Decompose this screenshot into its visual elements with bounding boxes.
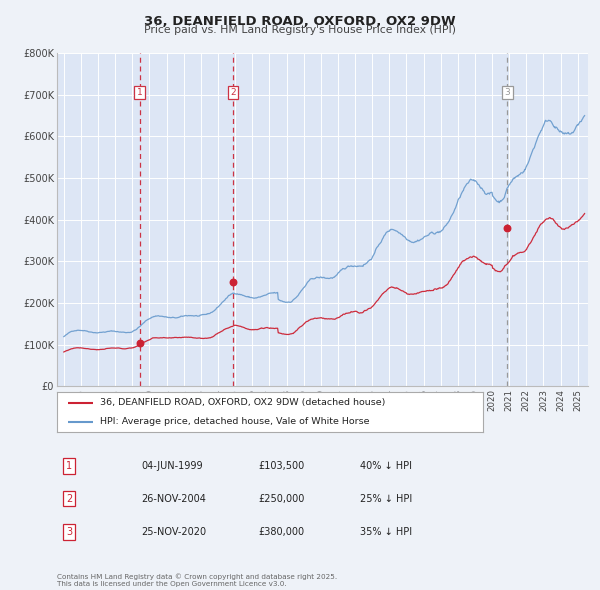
Text: HPI: Average price, detached house, Vale of White Horse: HPI: Average price, detached house, Vale… [100, 417, 369, 427]
Text: £250,000: £250,000 [258, 494, 304, 503]
Text: £380,000: £380,000 [258, 527, 304, 537]
Text: 1: 1 [137, 88, 142, 97]
Text: 36, DEANFIELD ROAD, OXFORD, OX2 9DW (detached house): 36, DEANFIELD ROAD, OXFORD, OX2 9DW (det… [100, 398, 385, 408]
Text: £103,500: £103,500 [258, 461, 304, 471]
Text: 25% ↓ HPI: 25% ↓ HPI [360, 494, 412, 503]
Text: 1: 1 [66, 461, 72, 471]
Point [229, 277, 238, 287]
Point [135, 339, 145, 348]
Text: 3: 3 [505, 88, 511, 97]
Text: 3: 3 [66, 527, 72, 537]
Text: 40% ↓ HPI: 40% ↓ HPI [360, 461, 412, 471]
Text: 35% ↓ HPI: 35% ↓ HPI [360, 527, 412, 537]
Text: 25-NOV-2020: 25-NOV-2020 [141, 527, 206, 537]
Point [503, 224, 512, 233]
Text: 26-NOV-2004: 26-NOV-2004 [141, 494, 206, 503]
Text: 04-JUN-1999: 04-JUN-1999 [141, 461, 203, 471]
Text: 2: 2 [66, 494, 72, 503]
Text: Contains HM Land Registry data © Crown copyright and database right 2025.
This d: Contains HM Land Registry data © Crown c… [57, 573, 337, 587]
Text: 2: 2 [230, 88, 236, 97]
Text: 36, DEANFIELD ROAD, OXFORD, OX2 9DW: 36, DEANFIELD ROAD, OXFORD, OX2 9DW [144, 15, 456, 28]
Text: Price paid vs. HM Land Registry's House Price Index (HPI): Price paid vs. HM Land Registry's House … [144, 25, 456, 35]
